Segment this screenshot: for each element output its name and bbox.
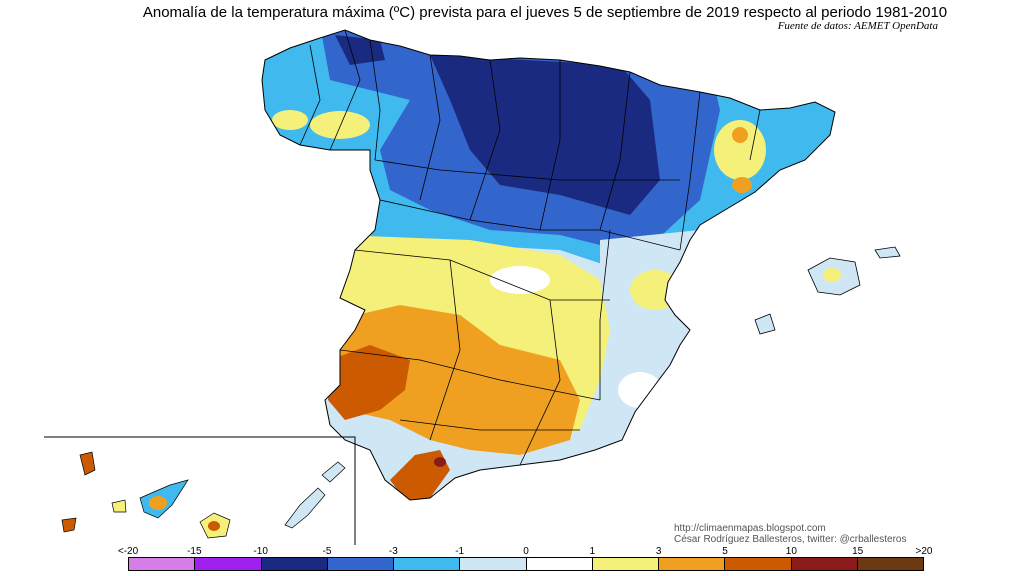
- island-ibiza: [754, 313, 776, 335]
- credits: http://climaenmapas.blogspot.com César R…: [674, 523, 906, 545]
- legend-label: 1: [589, 546, 596, 557]
- credits-url: http://climaenmapas.blogspot.com: [674, 523, 826, 534]
- legend-swatch: [327, 558, 394, 570]
- legend-label: -15: [187, 546, 202, 557]
- legend-label: -3: [388, 546, 398, 557]
- legend-label: 0: [523, 546, 529, 557]
- credits-author: César Rodríguez Ballesteros, twitter: @c…: [674, 534, 907, 545]
- canary-islands-inset: [44, 436, 356, 545]
- legend-label: -10: [253, 546, 268, 557]
- legend-swatch: [195, 558, 262, 570]
- inset-frame: [44, 436, 356, 545]
- legend-swatch: [592, 558, 659, 570]
- island-fuerteventura: [284, 487, 326, 529]
- legend-label: 10: [785, 546, 797, 557]
- province-borders: [299, 29, 761, 466]
- legend-swatch: [526, 558, 593, 570]
- legend-swatch: [261, 558, 328, 570]
- legend-label: 5: [722, 546, 728, 557]
- legend-swatch: [659, 558, 726, 570]
- data-source: Fuente de datos: AEMET OpenData: [777, 20, 938, 32]
- legend-swatch: [129, 558, 196, 570]
- legend-swatch: [857, 558, 923, 570]
- island-la-palma: [79, 451, 96, 476]
- legend-labels: <-20 -15 -10 -5 -3 -1 0 1 3 5 10 15 >20: [118, 546, 933, 558]
- legend-label: -1: [455, 546, 465, 557]
- island-la-gomera: [111, 499, 127, 513]
- color-legend: [128, 557, 924, 571]
- island-menorca: [874, 246, 901, 259]
- legend-label: >20: [915, 546, 933, 557]
- balearic-islands: [754, 246, 901, 335]
- legend-label: <-20: [117, 546, 139, 557]
- legend-swatch: [394, 558, 461, 570]
- legend-label: 15: [852, 546, 864, 557]
- legend-swatch: [725, 558, 792, 570]
- peninsula-outline: [261, 29, 836, 501]
- legend-label: 3: [655, 546, 662, 557]
- island-el-hierro: [61, 517, 77, 533]
- island-lanzarote: [321, 461, 346, 483]
- legend-label: -5: [322, 546, 332, 557]
- map-title: Anomalía de la temperatura máxima (ºC) p…: [142, 4, 948, 21]
- legend-swatch: [460, 558, 527, 570]
- legend-swatch: [791, 558, 858, 570]
